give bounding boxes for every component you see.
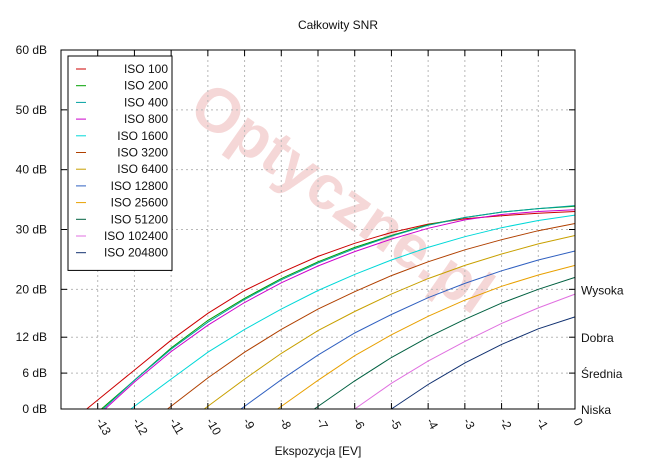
series-line-iso-51200 — [314, 276, 576, 410]
y-tick-label: 60 dB — [16, 43, 47, 57]
watermark-logo: Optyczne.pl — [178, 69, 505, 327]
x-tick-label: -5 — [387, 416, 405, 433]
x-tick-label: -9 — [240, 416, 258, 433]
y-tick-label: 40 dB — [16, 163, 47, 177]
x-tick-label: -1 — [534, 416, 552, 433]
series-line-iso-204800 — [391, 316, 576, 410]
legend-box — [67, 55, 173, 271]
x-tick-label: 0 — [570, 416, 586, 429]
quality-label: Niska — [581, 403, 611, 417]
legend-entry: ISO 1600 — [117, 129, 168, 143]
legend-entry: ISO 204800 — [104, 246, 168, 260]
series-line-iso-6400 — [203, 235, 576, 410]
legend-entry: ISO 6400 — [117, 162, 168, 176]
y-tick-label: 0 dB — [22, 402, 47, 416]
series-line-iso-102400 — [354, 293, 576, 410]
series-line-iso-800 — [104, 209, 576, 410]
y-tick-label: 6 dB — [22, 366, 47, 380]
legend-entry: ISO 102400 — [104, 229, 168, 243]
series-line-iso-400 — [102, 205, 576, 410]
x-tick-label: -6 — [350, 416, 368, 433]
chart-title: Całkowity SNR — [298, 18, 378, 32]
legend-entry: ISO 25600 — [111, 196, 169, 210]
x-tick-label: -13 — [93, 416, 114, 438]
y-tick-label: 20 dB — [16, 282, 47, 296]
x-tick-label: -4 — [424, 416, 442, 433]
series-line-iso-25600 — [277, 264, 576, 410]
series-line-iso-1600 — [130, 214, 576, 410]
legend-entry: ISO 800 — [124, 112, 168, 126]
x-tick-label: -11 — [167, 416, 188, 438]
y-tick-label: 50 dB — [16, 103, 47, 117]
x-tick-label: -3 — [460, 416, 478, 433]
quality-label: Wysoka — [581, 283, 624, 297]
series-line-iso-3200 — [167, 223, 576, 410]
legend-entry: ISO 12800 — [111, 179, 169, 193]
legend-entry: ISO 51200 — [111, 212, 169, 226]
legend-entry: ISO 3200 — [117, 146, 168, 160]
quality-label: Średnia — [581, 366, 623, 381]
quality-label: Dobra — [581, 331, 614, 345]
x-tick-label: -2 — [497, 416, 515, 433]
x-tick-label: -12 — [130, 416, 151, 438]
legend-entry: ISO 200 — [124, 79, 168, 93]
legend-entry: ISO 100 — [124, 62, 168, 76]
x-tick-label: -8 — [277, 416, 295, 433]
x-tick-label: -10 — [203, 416, 224, 438]
series-line-iso-12800 — [240, 250, 576, 410]
x-tick-label: -7 — [313, 416, 331, 433]
legend-entry: ISO 400 — [124, 95, 168, 109]
x-axis-label: Ekspozycja [EV] — [275, 444, 362, 458]
y-tick-label: 30 dB — [16, 223, 47, 237]
y-tick-label: 12 dB — [16, 330, 47, 344]
